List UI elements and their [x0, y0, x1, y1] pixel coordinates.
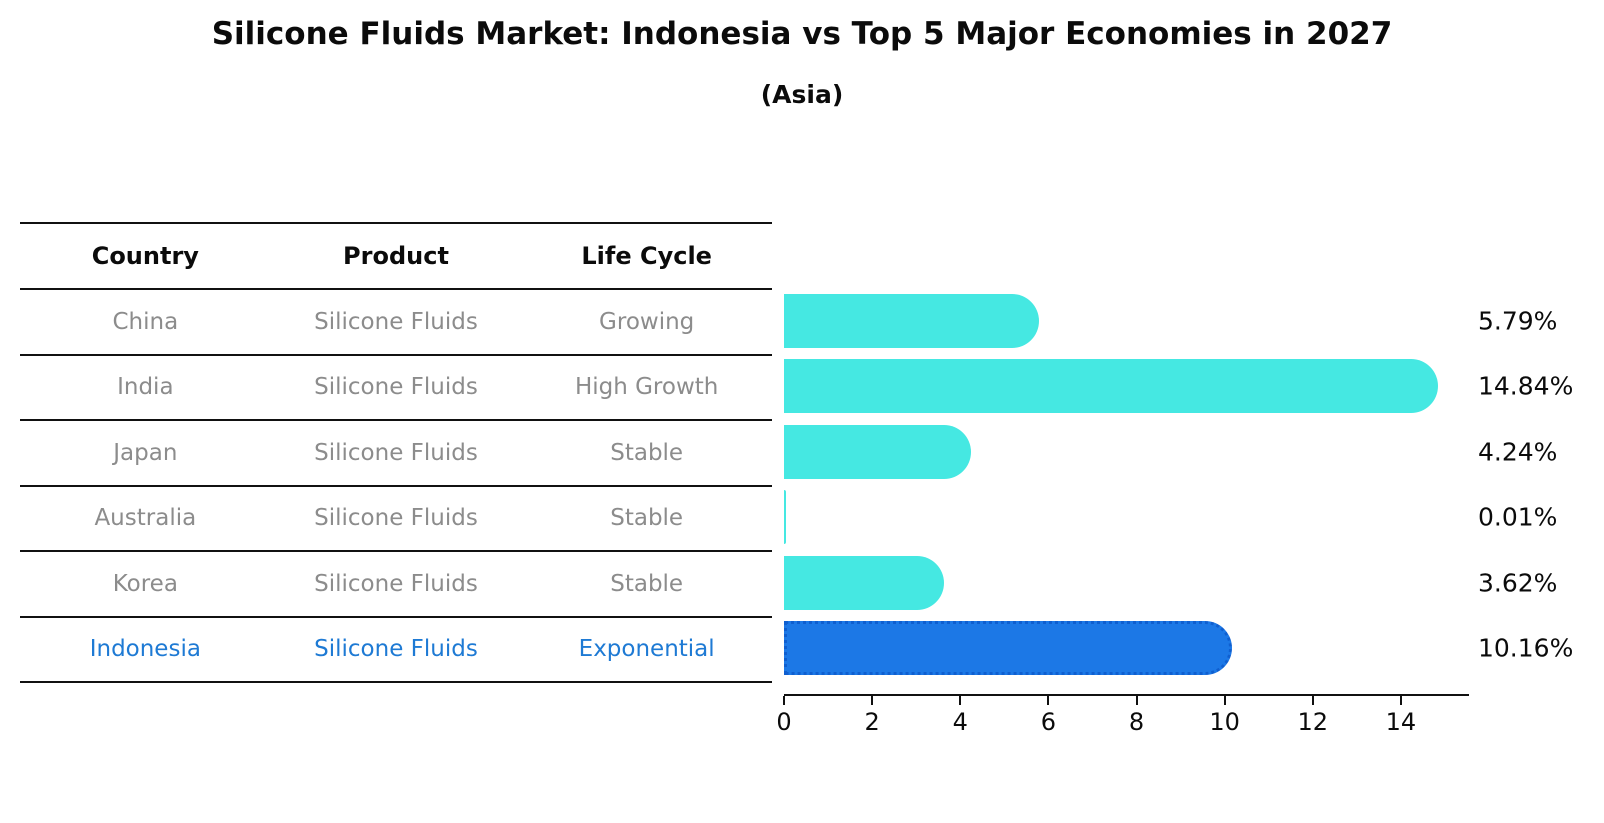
cell-country: Indonesia [89, 636, 201, 663]
x-tick-label: 14 [1385, 708, 1417, 736]
bar-australia [784, 490, 786, 544]
bar-row-japan [784, 419, 1467, 485]
value-label-indonesia: 10.16% [1478, 633, 1574, 663]
x-tick-label: 2 [864, 708, 880, 736]
cell-country: Korea [112, 570, 178, 597]
cell-product: Silicone Fluids [314, 636, 478, 663]
cell-life-cycle: Stable [610, 505, 684, 532]
table-row: India Silicone Fluids High Growth [20, 353, 772, 420]
x-tick-label: 8 [1128, 708, 1145, 736]
chart-title: Silicone Fluids Market: Indonesia vs Top… [211, 16, 1393, 52]
bar-row-korea [784, 550, 1467, 616]
bar-japan [784, 424, 971, 479]
bar-row-india [784, 354, 1467, 420]
value-label-china: 5.79% [1478, 306, 1558, 336]
x-tick-mark [959, 696, 962, 705]
cell-country: Japan [113, 439, 178, 466]
cell-country: India [117, 374, 174, 401]
cell-life-cycle: Stable [610, 570, 684, 597]
x-axis-line [784, 694, 1469, 696]
cell-life-cycle: Stable [610, 439, 684, 466]
x-tick-mark [1311, 696, 1314, 705]
table-row: Australia Silicone Fluids Stable [20, 484, 772, 551]
value-label-japan: 4.24% [1478, 437, 1558, 467]
chart-subtitle: (Asia) [760, 80, 844, 109]
table-row: Indonesia Silicone Fluids Exponential [20, 615, 772, 683]
bar-plot-area [784, 288, 1467, 681]
cell-product: Silicone Fluids [314, 505, 478, 532]
cell-product: Silicone Fluids [314, 439, 478, 466]
x-tick-label: 10 [1209, 708, 1240, 736]
x-tick-mark [1399, 696, 1402, 705]
table-row: Korea Silicone Fluids Stable [20, 550, 772, 616]
x-tick-label: 6 [1040, 708, 1057, 736]
cell-life-cycle: Exponential [578, 636, 715, 663]
x-tick-label: 4 [952, 708, 968, 736]
x-tick-mark [1047, 696, 1050, 705]
cell-product: Silicone Fluids [314, 308, 478, 335]
table-header-country: Country [91, 242, 199, 270]
table-header-row: Country Product Life Cycle [20, 222, 772, 288]
cell-product: Silicone Fluids [314, 374, 478, 401]
bar-row-australia [784, 485, 1467, 551]
cell-country: China [112, 308, 179, 335]
bar-india [784, 359, 1438, 413]
x-tick-mark [871, 696, 874, 705]
value-label-korea: 3.62% [1478, 568, 1558, 598]
x-tick-mark [783, 696, 785, 705]
cell-product: Silicone Fluids [314, 570, 478, 597]
cell-life-cycle: High Growth [574, 374, 719, 401]
table-row: China Silicone Fluids Growing [20, 288, 772, 354]
bar-indonesia [784, 621, 1232, 675]
value-label-india: 14.84% [1478, 371, 1574, 401]
x-tick-mark [1223, 696, 1226, 705]
bar-row-indonesia [784, 616, 1467, 682]
x-tick-label: 12 [1297, 708, 1329, 736]
bar-china [784, 293, 1039, 348]
bar-korea [784, 555, 944, 610]
x-tick-mark [1135, 696, 1138, 705]
value-label-australia: 0.01% [1478, 502, 1558, 532]
x-tick-label: 0 [776, 708, 792, 736]
table-row: Japan Silicone Fluids Stable [20, 419, 772, 485]
bar-row-china [784, 288, 1467, 354]
cell-country: Australia [94, 505, 197, 532]
table-header-product: Product [343, 242, 449, 270]
cell-life-cycle: Growing [599, 308, 695, 335]
table-header-life-cycle: Life Cycle [581, 242, 712, 270]
country-table: Country Product Life Cycle China Silicone Fl… [20, 222, 772, 683]
